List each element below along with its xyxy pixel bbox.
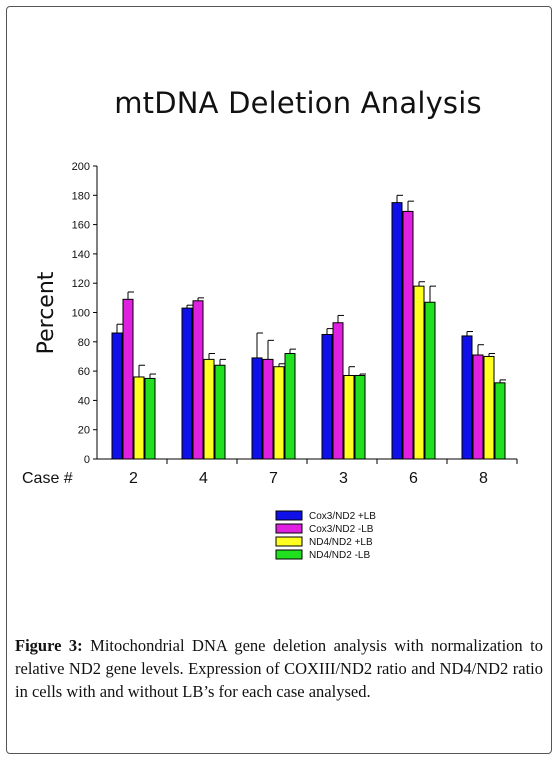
bar [214,364,226,460]
category-label: 3 [339,470,348,487]
bar [273,366,285,460]
x-axis-label: Case # [22,470,73,487]
bar [413,285,425,460]
legend-label: Cox3/ND2 -LB [309,524,374,535]
category-label: 7 [269,470,278,487]
y-tick-labels: 0 20 40 60 80 100 120 140 160 180 200 [72,161,90,466]
y-tick-label: 140 [72,249,90,261]
bar [343,374,355,460]
y-tick-label: 40 [78,395,90,407]
y-tick-label: 80 [78,337,90,349]
y-tick-label: 0 [84,454,90,466]
caption-label: Figure 3: [15,636,83,655]
figure-frame [6,6,552,754]
y-axis-label: Percent [34,271,59,354]
legend-swatch [275,549,303,560]
category-label: 6 [409,470,418,487]
bar [472,354,484,460]
legend-label: ND4/ND2 -LB [309,550,370,561]
y-tick-label: 60 [78,366,90,378]
y-tick-label: 200 [72,161,90,173]
bar-chart: 0 20 40 60 80 100 120 140 160 180 200 2 4 7 3 6 8 Perce… [22,161,518,561]
bar [262,358,274,460]
bar [192,300,204,460]
legend-swatch [275,523,303,534]
bar [483,355,495,460]
bar [284,353,296,460]
category-label: 2 [129,470,138,487]
caption-text: Mitochondrial DNA gene deletion analysis… [15,636,544,701]
legend-swatch [275,510,303,521]
category-labels: 2 4 7 3 6 8 [129,470,488,487]
chart-title: mtDNA Deletion Analysis [114,86,482,120]
y-tick-label: 100 [72,308,90,320]
bar [133,376,145,460]
bar [251,357,263,460]
y-tick-label: 180 [72,190,90,202]
bar [144,377,156,460]
bar [122,298,134,460]
bar [461,335,473,460]
y-tick-label: 160 [72,220,90,232]
bar [402,210,414,460]
bar [203,358,215,460]
chart-bars [111,194,506,460]
y-tick-label: 20 [78,425,90,437]
bar [321,333,333,460]
bar [354,374,366,460]
legend: Cox3/ND2 +LB Cox3/ND2 -LB ND4/ND2 +LB ND4/N… [275,510,376,561]
bar [111,332,123,460]
bar [424,301,436,460]
figure-caption: Figure 3: Mitochondrial DNA gene deletio… [15,634,543,703]
legend-swatch [275,536,303,547]
category-label: 8 [479,470,488,487]
bar [332,322,344,460]
bar [494,382,506,460]
category-label: 4 [199,470,208,487]
y-tick-label: 120 [72,278,90,290]
legend-label: ND4/ND2 +LB [309,537,373,548]
chart-axes [93,165,518,464]
legend-label: Cox3/ND2 +LB [309,511,376,522]
bar [181,307,193,460]
bar [391,202,403,460]
